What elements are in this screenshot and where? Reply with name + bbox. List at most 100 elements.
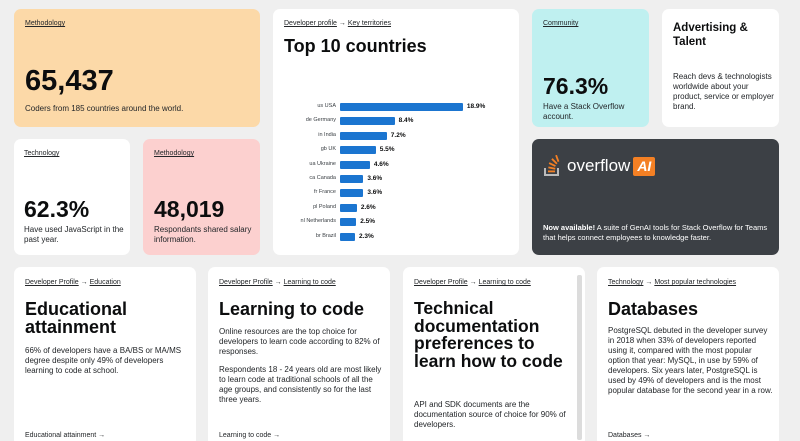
- learning-desc-1: Online resources are the top choice for …: [219, 327, 380, 356]
- bar-label: in India: [318, 131, 336, 138]
- bar-label: ua Ukraine: [309, 160, 336, 167]
- bar-value-label: 8.4%: [398, 117, 414, 125]
- breadcrumb-developer-profile[interactable]: Developer Profile: [219, 279, 273, 286]
- bar-value-label: 3.6%: [367, 189, 383, 197]
- bar-row: ua Ukraine 4.6%: [296, 159, 519, 170]
- bar-label: nl Netherlands: [300, 218, 336, 225]
- bar-row: de Germany 8.4%: [296, 115, 519, 126]
- breadcrumb-most-popular[interactable]: Most popular technologies: [654, 279, 737, 286]
- community-link[interactable]: Community: [543, 20, 579, 27]
- bar: [340, 232, 355, 241]
- arrow-right-icon: →: [273, 432, 281, 439]
- databases-card: Technology → Most popular technologies D…: [597, 267, 779, 441]
- breadcrumb-developer-profile[interactable]: Developer profile: [284, 20, 337, 27]
- bar-row: nl Netherlands 2.5%: [296, 216, 519, 227]
- respondents-desc: Coders from 185 countries around the wor…: [25, 104, 184, 113]
- breadcrumb-learning-to-code[interactable]: Learning to code: [283, 279, 336, 286]
- learning-footer-link[interactable]: Learning to code →: [219, 432, 280, 439]
- bar-label: gb UK: [320, 146, 336, 153]
- technology-card: Technology 62.3% Have used JavaScript in…: [14, 139, 130, 255]
- bar: [340, 175, 364, 183]
- education-footer-link[interactable]: Educational attainment →: [25, 432, 105, 439]
- overflowai-logo: overflow AI: [543, 153, 656, 179]
- javascript-stat: 62.3%: [24, 196, 90, 222]
- bar-row: in India 7.2%: [296, 130, 519, 141]
- arrow-right-icon: →: [98, 432, 106, 439]
- methodology-card: Methodology 65,437 Coders from 185 count…: [14, 9, 260, 127]
- education-desc: 66% of developers have a BA/BS or MA/MS …: [25, 346, 182, 375]
- breadcrumb: Developer profile → Key territories: [284, 20, 391, 27]
- databases-desc: PostgreSQL debuted in the developer surv…: [608, 326, 773, 395]
- databases-footer-link[interactable]: Databases →: [608, 432, 650, 439]
- javascript-desc: Have used JavaScript in the past year.: [24, 225, 124, 244]
- learning-footer-label: Learning to code: [219, 432, 272, 439]
- bar-value-label: 4.6%: [373, 160, 389, 168]
- ai-badge: AI: [633, 156, 656, 176]
- databases-footer-label: Databases: [608, 432, 642, 439]
- salary-count: 48,019: [154, 196, 225, 222]
- breadcrumb: Developer Profile → Learning to code: [414, 279, 531, 286]
- breadcrumb: Developer Profile → Learning to code: [219, 279, 336, 286]
- bar-row: ca Canada 3.6%: [296, 173, 519, 184]
- advertising-title: Advertising & Talent: [673, 22, 748, 48]
- account-desc: Have a Stack Overflow account.: [543, 102, 625, 121]
- countries-card: Developer profile → Key territories Top …: [273, 9, 519, 255]
- scrollbar[interactable]: [577, 275, 582, 440]
- salary-methodology-link[interactable]: Methodology: [154, 150, 195, 157]
- stack-logo-icon: [544, 155, 560, 176]
- advertising-card[interactable]: Advertising & Talent Reach devs & techno…: [662, 9, 779, 127]
- bar-row: pl Poland 2.6%: [296, 202, 519, 213]
- bar-value-label: 2.6%: [360, 203, 376, 211]
- learning-title: Learning to code: [219, 299, 365, 319]
- overflow-wordmark: overflow: [567, 156, 631, 175]
- bar: [340, 218, 357, 227]
- bar: [340, 160, 370, 169]
- bar-label: br Brazil: [315, 232, 336, 239]
- learning-desc-2: Respondents 18 - 24 years old are most l…: [219, 365, 382, 404]
- bar-label: fr France: [313, 189, 336, 196]
- salary-card: Methodology 48,019 Respondants shared sa…: [143, 139, 260, 255]
- now-available-label: Now available!: [543, 223, 596, 232]
- bar-value-label: 7.2%: [390, 131, 406, 139]
- bar-label: ca Canada: [309, 175, 336, 181]
- breadcrumb-arrow: →: [469, 279, 477, 286]
- learning-card: Developer Profile → Learning to code Lea…: [208, 267, 390, 441]
- bar: [340, 103, 463, 111]
- breadcrumb-developer-profile[interactable]: Developer Profile: [25, 279, 79, 286]
- bar-value-label: 18.9%: [466, 103, 486, 110]
- bar: [340, 131, 387, 140]
- bar-label: pl Poland: [313, 203, 336, 210]
- breadcrumb-arrow: →: [338, 20, 346, 27]
- bar: [340, 189, 364, 198]
- bar: [340, 117, 395, 126]
- techdoc-desc: API and SDK documents are the documentat…: [414, 400, 566, 429]
- community-card: Community 76.3% Have a Stack Overflow ac…: [532, 9, 649, 127]
- account-stat: 76.3%: [543, 73, 609, 99]
- methodology-link[interactable]: Methodology: [25, 20, 66, 27]
- bar-label: us USA: [317, 103, 336, 109]
- technology-link[interactable]: Technology: [24, 150, 60, 157]
- education-card: Developer Profile → Education Educationa…: [14, 267, 196, 441]
- bar-label: de Germany: [305, 117, 336, 124]
- bar-row: fr France 3.6%: [296, 187, 519, 198]
- techdoc-title: Technical documentation preferences to l…: [414, 298, 563, 371]
- overflowai-card[interactable]: overflow AI Now available! A suite of Ge…: [532, 139, 779, 255]
- breadcrumb-developer-profile[interactable]: Developer Profile: [414, 279, 468, 286]
- breadcrumb-learning-to-code[interactable]: Learning to code: [478, 279, 531, 286]
- bar-row: gb UK 5.5%: [296, 144, 519, 155]
- breadcrumb-technology[interactable]: Technology: [608, 279, 644, 286]
- breadcrumb-education[interactable]: Education: [89, 279, 121, 286]
- overflowai-desc: Now available! A suite of GenAI tools fo…: [543, 223, 769, 243]
- breadcrumb-arrow: →: [645, 279, 653, 286]
- bar-value-label: 2.5%: [360, 218, 376, 226]
- techdoc-card: Developer Profile → Learning to code Tec…: [403, 267, 585, 441]
- arrow-right-icon: →: [643, 432, 651, 439]
- countries-title: Top 10 countries: [284, 36, 427, 56]
- breadcrumb-arrow: →: [80, 279, 88, 286]
- bar-row: us USA 18.9%: [296, 101, 519, 112]
- breadcrumb-key-territories[interactable]: Key territories: [347, 20, 392, 27]
- breadcrumb: Developer Profile → Education: [25, 279, 121, 286]
- respondents-count: 65,437: [25, 65, 114, 97]
- education-footer-label: Educational attainment: [25, 432, 97, 439]
- salary-desc: Respondants shared salary information.: [154, 225, 252, 244]
